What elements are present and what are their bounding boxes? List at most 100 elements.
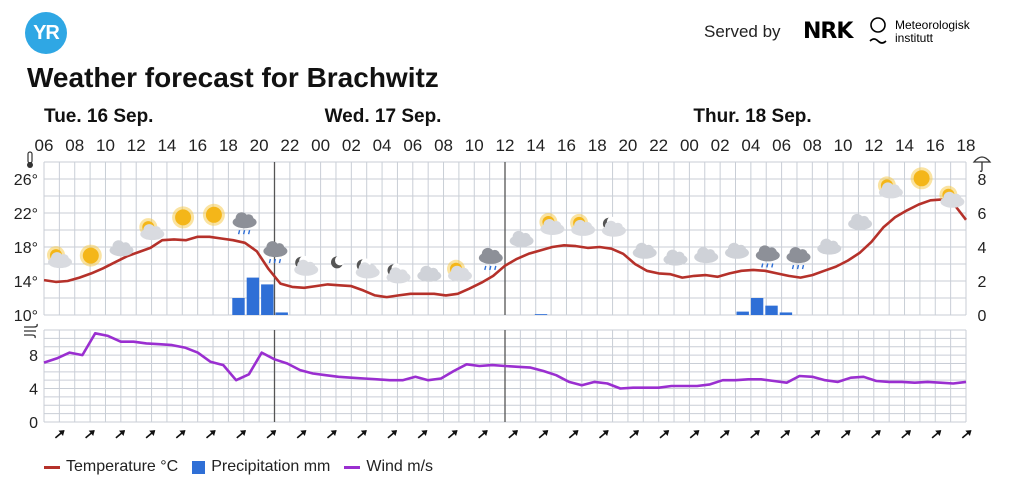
wind-arrows <box>54 430 972 439</box>
x-tick-label: 16 <box>188 136 207 155</box>
wind-arrow <box>629 430 639 439</box>
wind-arrow <box>931 430 942 439</box>
met-institute-icon <box>869 17 887 44</box>
cloud-icon <box>509 230 534 247</box>
sun-icon <box>910 167 933 190</box>
rain-cloud-icon <box>786 247 811 270</box>
precipitation-bar <box>765 305 778 315</box>
partly-cloudy-night-icon <box>355 258 380 279</box>
precipitation-bar <box>534 314 548 315</box>
precipitation-bar <box>275 312 288 315</box>
precipitation-bar <box>736 311 749 315</box>
partly-cloudy-day-icon <box>877 176 903 199</box>
moon-icon <box>331 255 345 269</box>
wind-arrow <box>478 430 488 439</box>
legend-wind-swatch <box>344 465 361 469</box>
precipitation-tick-label: 0 <box>978 308 987 325</box>
x-tick-label: 08 <box>65 136 84 155</box>
wind-tick-label: 0 <box>29 415 38 432</box>
weather-icons <box>47 167 965 284</box>
met-institute-logo[interactable]: Meteorologisk institutt <box>895 19 970 45</box>
precipitation-bar <box>246 277 260 315</box>
rain-cloud-icon <box>478 247 503 271</box>
wind-arrow <box>115 430 126 439</box>
wind-arrow <box>780 430 791 439</box>
x-tick-label: 20 <box>250 136 269 155</box>
x-tick-label: 12 <box>127 136 146 155</box>
wind-arrow <box>840 430 851 439</box>
x-tick-label: 08 <box>803 136 822 155</box>
forecast-chart: Tue. 16 Sep. Wed. 17 Sep. Thur. 18 Sep. 06 0… <box>14 106 992 439</box>
precipitation-tick-label: 2 <box>978 274 987 291</box>
day-label: Wed. 17 Sep. <box>325 106 442 127</box>
wind-arrow <box>85 430 95 439</box>
nrk-logo[interactable]: NRK <box>803 19 853 44</box>
precipitation-bar <box>232 298 245 315</box>
wind-tick-label: 4 <box>29 382 38 399</box>
x-tick-label: 02 <box>342 136 361 155</box>
partly-cloudy-night-icon <box>294 255 319 276</box>
cloud-icon <box>817 238 842 255</box>
cloud-icon <box>848 213 873 230</box>
partly-cloudy-day-icon <box>939 185 965 208</box>
rain-cloud-icon <box>263 241 288 264</box>
x-tick-label: 06 <box>403 136 422 155</box>
wind-arrow <box>871 430 881 439</box>
x-tick-label: 00 <box>680 136 699 155</box>
partly-cloudy-night-icon <box>386 263 411 284</box>
cloud-icon <box>663 249 688 266</box>
temperature-tick-label: 26° <box>14 172 38 189</box>
rain-cloud-icon <box>755 245 780 268</box>
x-tick-label: 04 <box>741 136 760 155</box>
wind-arrow <box>538 430 549 439</box>
x-tick-label: 12 <box>864 136 883 155</box>
x-tick-label: 06 <box>35 136 54 155</box>
partly-cloudy-day-icon <box>139 218 165 241</box>
legend-temperature-label: Temperature °C <box>66 458 179 475</box>
day-label: Tue. 16 Sep. <box>44 106 153 127</box>
precipitation-tick-label: 4 <box>978 240 987 257</box>
x-tick-label: 04 <box>373 136 392 155</box>
day-label: Thur. 18 Sep. <box>693 106 811 127</box>
axis-labels: Tue. 16 Sep. Wed. 17 Sep. Thur. 18 Sep. 06 0… <box>14 106 992 432</box>
temperature-tick-label: 14° <box>14 274 38 291</box>
wind-arrow <box>205 430 216 439</box>
x-tick-label: 10 <box>834 136 853 155</box>
x-tick-label: 06 <box>772 136 791 155</box>
x-tick-label: 18 <box>957 136 976 155</box>
legend-temperature: Temperature °C <box>44 458 178 476</box>
precipitation-tick-label: 8 <box>978 172 987 189</box>
wind-tick-label: 8 <box>29 348 38 365</box>
wind-line <box>43 332 967 390</box>
met-line1: Meteorologisk <box>895 18 970 32</box>
cloud-icon <box>725 242 749 259</box>
precipitation-bar <box>779 312 793 315</box>
partly-cloudy-night-icon <box>601 216 626 237</box>
wind-arrow <box>417 430 428 439</box>
wind-arrow <box>447 430 458 439</box>
precipitation-bars <box>232 277 793 315</box>
wind-arrow <box>901 430 911 439</box>
yr-logo[interactable]: YR <box>25 12 67 54</box>
wind-arrow <box>750 430 760 439</box>
x-tick-label: 10 <box>96 136 115 155</box>
x-tick-label: 16 <box>926 136 945 155</box>
partly-cloudy-day-icon <box>47 246 72 269</box>
legend: Temperature °C Precipitation mm Wind m/s <box>44 458 447 476</box>
wind-arrow <box>568 430 579 439</box>
wind-series <box>43 332 967 390</box>
wind-arrow <box>508 430 518 439</box>
wind-arrow <box>296 430 307 439</box>
legend-precipitation: Precipitation mm <box>192 458 330 476</box>
wind-arrow <box>175 430 186 439</box>
legend-wind: Wind m/s <box>344 458 433 476</box>
cloud-icon <box>109 240 134 257</box>
x-tick-label: 00 <box>311 136 330 155</box>
cloud-icon <box>417 265 442 282</box>
x-tick-label: 22 <box>280 136 299 155</box>
temperature-tick-label: 10° <box>14 308 38 325</box>
x-tick-label: 18 <box>588 136 607 155</box>
temperature-tick-label: 22° <box>14 206 38 223</box>
wind-arrow <box>719 430 730 439</box>
wind-arrow <box>659 430 670 439</box>
